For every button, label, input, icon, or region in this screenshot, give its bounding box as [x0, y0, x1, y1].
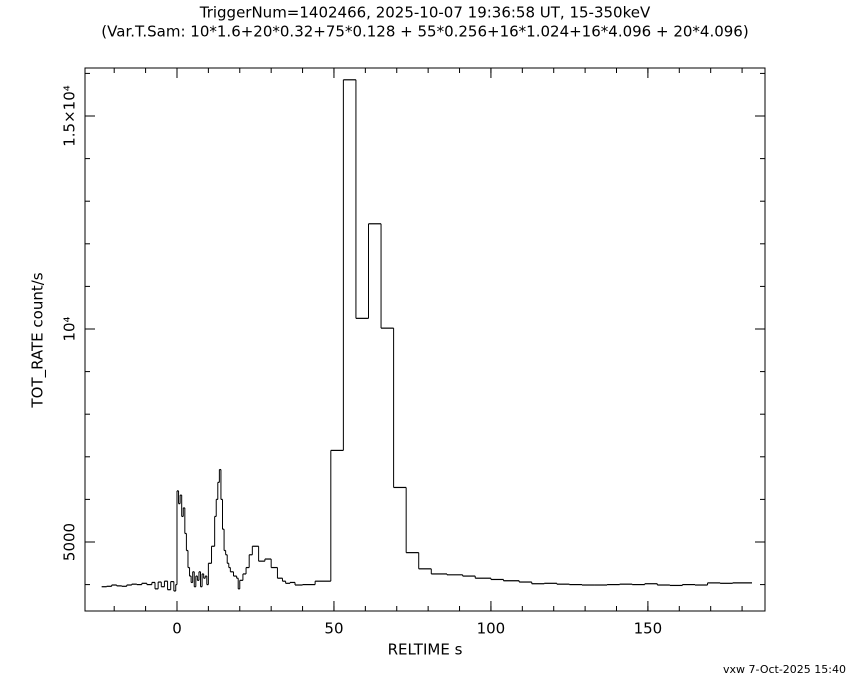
y-tick-label: 5000 — [61, 523, 79, 561]
y-axis-label: TOT_RATE count/s — [29, 272, 48, 408]
x-tick-label: 0 — [172, 620, 182, 638]
plot-frame — [84, 67, 766, 612]
y-tick-label: 10⁴ — [61, 316, 79, 341]
y-tick-label: 1.5×10⁴ — [61, 85, 79, 147]
chart-title: TriggerNum=1402466, 2025-10-07 19:36:58 … — [199, 4, 651, 22]
x-tick-label: 100 — [477, 620, 506, 638]
x-tick-label: 50 — [324, 620, 343, 638]
chart-subtitle: (Var.T.Sam: 10*1.6+20*0.32+75*0.128 + 55… — [101, 23, 748, 41]
footer: vxw 7-Oct-2025 15:40 — [723, 663, 846, 676]
x-tick-label: 150 — [634, 620, 663, 638]
x-axis-label: RELTIME s — [388, 641, 463, 659]
